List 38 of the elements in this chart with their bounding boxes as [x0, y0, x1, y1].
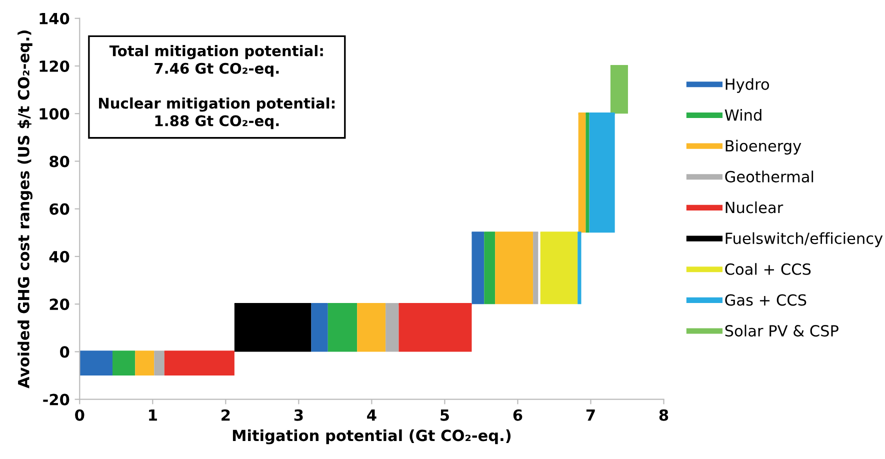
y-tick-label: 140: [40, 12, 70, 24]
legend-label: Geothermal: [725, 170, 814, 182]
bar: [311, 304, 328, 352]
legend-label: Wind: [724, 108, 762, 121]
y-tick-label: 20: [50, 298, 70, 310]
y-tick-label: 0: [60, 346, 70, 358]
y-tick-label: 60: [50, 203, 70, 215]
bar: [398, 304, 472, 352]
bar: [610, 66, 628, 114]
x-tick-label: 8: [659, 409, 668, 421]
x-axis-title: Mitigation potential (Gt CO₂-eq.): [232, 429, 511, 444]
legend-label: Nuclear: [726, 201, 784, 214]
x-tick-label: 3: [294, 409, 303, 421]
y-tick-label: -20: [43, 394, 70, 406]
x-tick-label: 5: [440, 410, 449, 421]
annotation: Nuclear mitigation potential: 1.88 Gt CO₂-eq.: [99, 97, 335, 130]
x-tick-label: 1: [149, 410, 157, 421]
x-tick-label: 2: [222, 409, 230, 421]
bar: [164, 352, 234, 376]
y-tick-label: 40: [49, 250, 70, 262]
legend-label: Fuelswitch/efficiency: [726, 232, 883, 248]
legend-label: Coal + CCS: [725, 263, 811, 275]
legend-label: Solar PV & CSP: [725, 324, 838, 337]
x-tick-label: 7: [586, 410, 595, 421]
x-tick-label: 6: [513, 409, 522, 421]
y-tick-label: 120: [40, 60, 70, 72]
bar: [540, 232, 578, 304]
legend-label: Bioenergy: [726, 140, 802, 155]
annotation: Total mitigation potential: 7.46 Gt CO₂-eq.: [109, 45, 323, 77]
y-axis-title: Avoided GHG cost ranges (US $/t CO₂-eq.): [18, 30, 32, 388]
bar: [234, 304, 312, 352]
legend-label: Gas + CCS: [725, 294, 806, 306]
bar: [154, 352, 164, 376]
y-tick-label: 80: [50, 156, 70, 168]
legend-label: Hydro: [726, 78, 769, 93]
y-tick-label: 100: [40, 108, 70, 120]
x-tick-label: 4: [367, 410, 376, 421]
x-tick-label: 0: [75, 409, 84, 421]
